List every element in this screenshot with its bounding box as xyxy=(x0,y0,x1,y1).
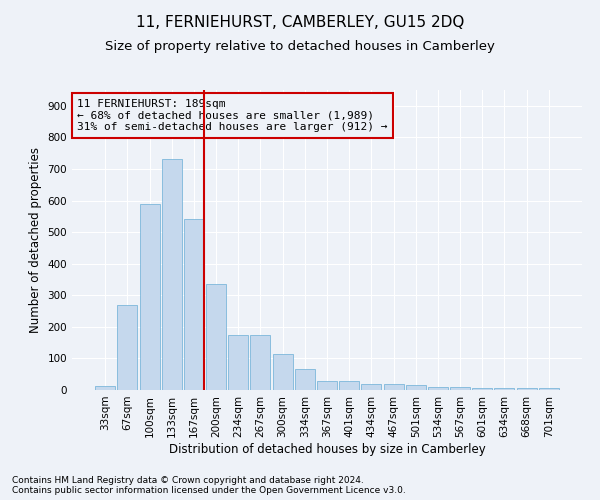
Bar xyxy=(295,370,315,390)
Bar xyxy=(472,388,492,390)
Bar xyxy=(428,387,448,390)
Bar xyxy=(339,380,359,390)
Bar xyxy=(272,354,293,390)
Bar xyxy=(539,388,559,390)
Bar xyxy=(317,380,337,390)
Bar xyxy=(95,386,115,390)
Text: 11 FERNIEHURST: 189sqm
← 68% of detached houses are smaller (1,989)
31% of semi-: 11 FERNIEHURST: 189sqm ← 68% of detached… xyxy=(77,99,388,132)
Bar xyxy=(406,386,426,390)
Bar xyxy=(450,387,470,390)
Bar xyxy=(162,160,182,390)
Bar xyxy=(361,384,382,390)
Bar xyxy=(184,220,204,390)
Text: Size of property relative to detached houses in Camberley: Size of property relative to detached ho… xyxy=(105,40,495,53)
Text: Contains HM Land Registry data © Crown copyright and database right 2024.: Contains HM Land Registry data © Crown c… xyxy=(12,476,364,485)
Bar xyxy=(517,388,536,390)
Bar xyxy=(140,204,160,390)
Bar xyxy=(228,334,248,390)
X-axis label: Distribution of detached houses by size in Camberley: Distribution of detached houses by size … xyxy=(169,442,485,456)
Bar xyxy=(383,384,404,390)
Bar xyxy=(494,388,514,390)
Y-axis label: Number of detached properties: Number of detached properties xyxy=(29,147,42,333)
Text: Contains public sector information licensed under the Open Government Licence v3: Contains public sector information licen… xyxy=(12,486,406,495)
Text: 11, FERNIEHURST, CAMBERLEY, GU15 2DQ: 11, FERNIEHURST, CAMBERLEY, GU15 2DQ xyxy=(136,15,464,30)
Bar xyxy=(118,304,137,390)
Bar xyxy=(206,284,226,390)
Bar xyxy=(250,334,271,390)
